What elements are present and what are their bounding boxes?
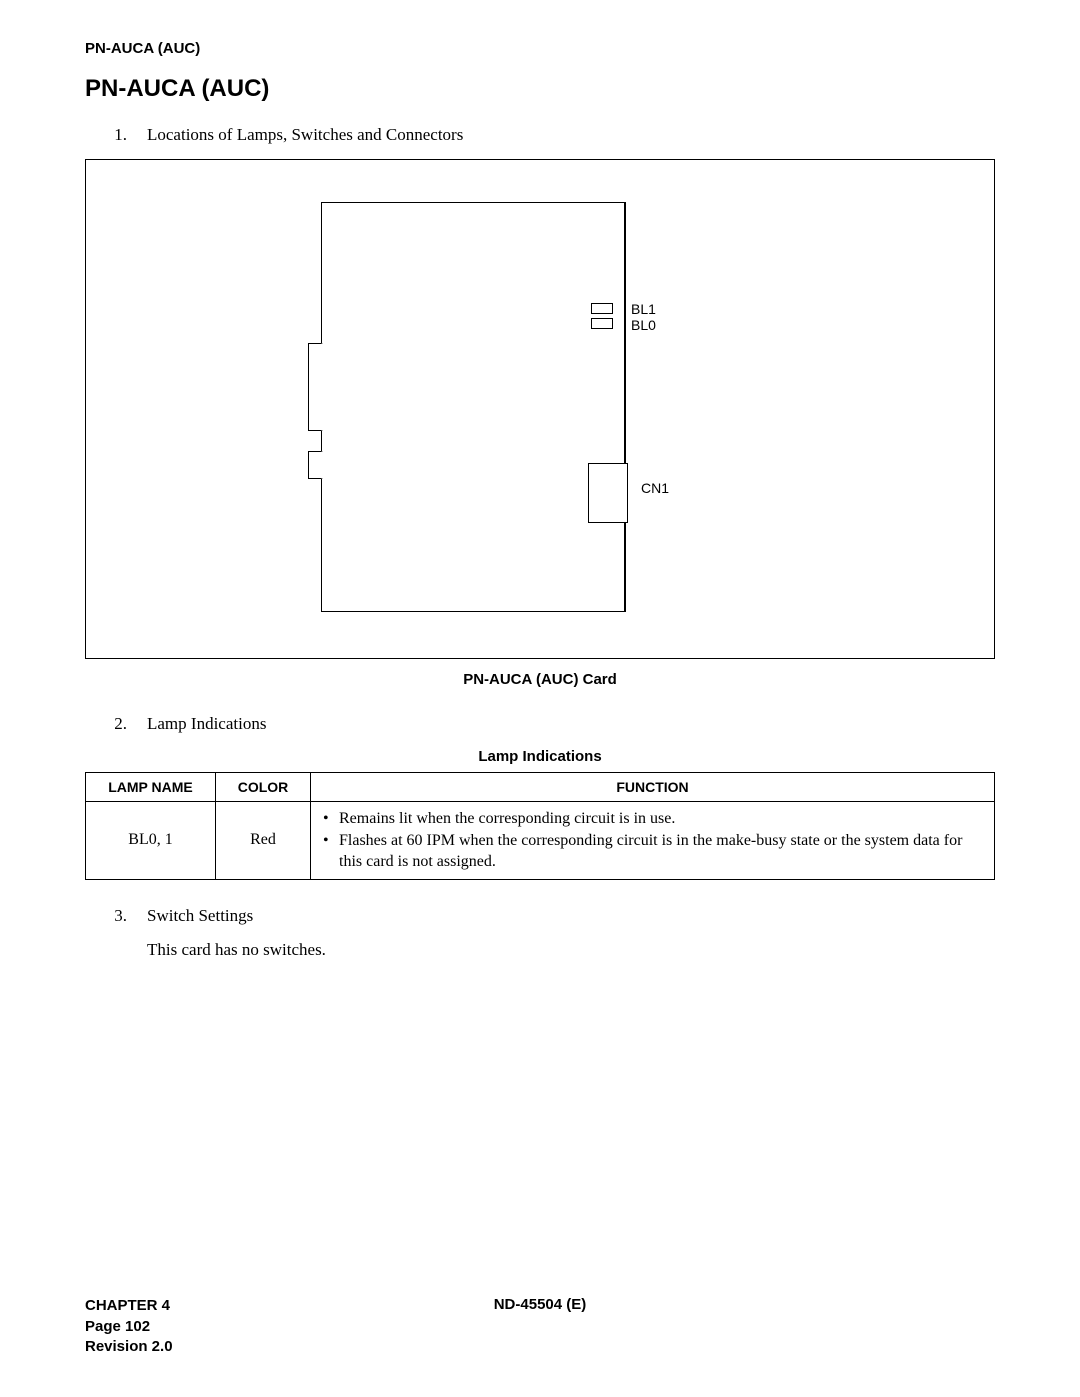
th-function: FUNCTION — [311, 773, 995, 802]
switch-settings-body: This card has no switches. — [147, 940, 995, 960]
lamp-bl1-box — [591, 303, 613, 314]
card-notch-2 — [308, 451, 323, 479]
section-1-text: Locations of Lamps, Switches and Connect… — [147, 125, 463, 145]
cell-color: Red — [216, 802, 311, 880]
lamp-bl0-box — [591, 318, 613, 329]
card-right-edge-lower — [624, 523, 626, 612]
function-item: Flashes at 60 IPM when the corresponding… — [323, 830, 986, 873]
function-item: Remains lit when the corresponding circu… — [323, 808, 986, 830]
section-3: 3. Switch Settings — [85, 906, 995, 926]
th-color: COLOR — [216, 773, 311, 802]
table-row: BL0, 1 Red Remains lit when the correspo… — [86, 802, 995, 880]
page-footer: ND-45504 (E) CHAPTER 4 Page 102 Revision… — [85, 1296, 995, 1357]
connector-cn1-box — [588, 463, 628, 523]
page-title: PN-AUCA (AUC) — [85, 75, 995, 103]
footer-page: Page 102 — [85, 1317, 173, 1337]
section-3-num: 3. — [85, 906, 147, 926]
header-small: PN-AUCA (AUC) — [85, 40, 995, 57]
lamp-group — [591, 303, 613, 333]
section-2-text: Lamp Indications — [147, 714, 266, 734]
lamp-label-bl1: BL1 — [631, 301, 656, 317]
lamp-label-bl0: BL0 — [631, 317, 656, 333]
diagram-caption: PN-AUCA (AUC) Card — [85, 671, 995, 688]
table-header-row: LAMP NAME COLOR FUNCTION — [86, 773, 995, 802]
lamp-labels: BL1 BL0 — [631, 301, 656, 333]
table-caption: Lamp Indications — [85, 748, 995, 765]
cell-function: Remains lit when the corresponding circu… — [311, 802, 995, 880]
section-1: 1. Locations of Lamps, Switches and Conn… — [85, 125, 995, 145]
section-2-num: 2. — [85, 714, 147, 734]
function-list: Remains lit when the corresponding circu… — [319, 808, 986, 873]
section-3-text: Switch Settings — [147, 906, 253, 926]
card-right-edge-upper — [624, 202, 626, 463]
section-2: 2. Lamp Indications — [85, 714, 995, 734]
lamp-indications-table: LAMP NAME COLOR FUNCTION BL0, 1 Red Rema… — [85, 772, 995, 880]
card-notch-1 — [308, 343, 323, 431]
footer-revision: Revision 2.0 — [85, 1337, 173, 1357]
section-1-num: 1. — [85, 125, 147, 145]
card-diagram: BL1 BL0 CN1 — [85, 159, 995, 659]
cell-lamp-name: BL0, 1 — [86, 802, 216, 880]
connector-cn1-label: CN1 — [641, 480, 669, 496]
footer-doc-id: ND-45504 (E) — [85, 1296, 995, 1313]
card-outline — [321, 202, 626, 612]
th-lamp-name: LAMP NAME — [86, 773, 216, 802]
